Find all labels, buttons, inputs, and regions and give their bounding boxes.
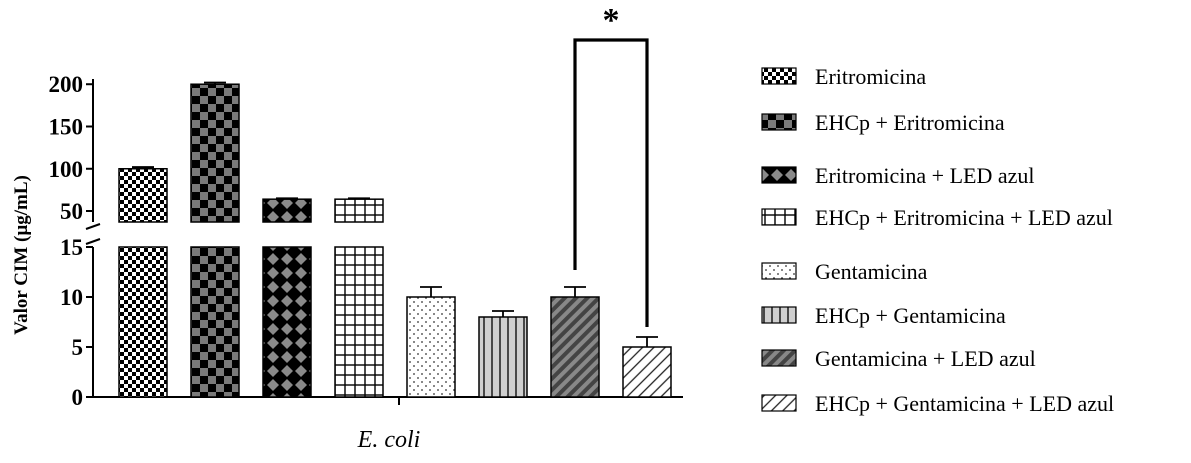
significance-label: * (603, 2, 620, 39)
y-tick-label: 50 (60, 199, 83, 224)
legend-label: EHCp + Gentamicina (815, 303, 1006, 328)
legend-swatch (761, 166, 797, 184)
bar (334, 197, 384, 398)
y-axis-label: Valor CIM (µg/mL) (11, 175, 32, 335)
legend-label: Gentamicina + LED azul (815, 346, 1036, 371)
bar (118, 166, 168, 398)
bar-segment-lower (334, 246, 384, 398)
legend: Eritromicina EHCp + Eritromicina Eritromic… (761, 64, 1114, 416)
legend-swatch (761, 208, 797, 226)
legend-label: EHCp + Eritromicina + LED azul (815, 205, 1113, 230)
legend-item: Gentamicina + LED azul (761, 346, 1036, 371)
axes: 0 5 10 15 50 100 150 200 (49, 72, 683, 410)
bar-segment-lower (262, 246, 312, 398)
legend-swatch (761, 67, 797, 85)
bar-segment-upper (262, 198, 312, 223)
legend-label: Eritromicina + LED azul (815, 163, 1035, 188)
x-axis-label: E. coli (357, 427, 421, 453)
y-tick-label: 15 (60, 235, 83, 260)
bars (118, 81, 672, 398)
legend-item: EHCp + Gentamicina (761, 303, 1006, 328)
bar (478, 310, 528, 398)
legend-swatch (761, 262, 797, 280)
bar (406, 286, 456, 398)
legend-swatch (761, 306, 797, 324)
bar-segment-upper (334, 198, 384, 223)
legend-item: Eritromicina + LED azul (761, 163, 1035, 188)
legend-label: EHCp + Eritromicina (815, 110, 1005, 135)
y-tick-label: 150 (49, 114, 84, 139)
legend-swatch (761, 394, 797, 412)
legend-label: EHCp + Gentamicina + LED azul (815, 391, 1114, 416)
legend-label: Eritromicina (815, 64, 926, 89)
legend-label: Gentamicina (815, 259, 928, 284)
legend-item: EHCp + Eritromicina (761, 110, 1005, 135)
y-tick-label: 10 (60, 285, 83, 310)
significance-line (573, 38, 649, 327)
axis-break-mark (85, 238, 101, 245)
bar-segment-lower (190, 246, 240, 398)
bar-segment (550, 296, 600, 398)
y-tick-label: 100 (49, 157, 84, 182)
bar-segment-lower (118, 246, 168, 398)
y-tick-label: 0 (72, 385, 84, 410)
significance-bracket: * (573, 2, 649, 327)
legend-item: Eritromicina (761, 64, 926, 89)
legend-item: EHCp + Gentamicina + LED azul (761, 391, 1114, 416)
legend-item: Gentamicina (761, 259, 928, 284)
bar (190, 81, 240, 398)
legend-swatch (761, 349, 797, 367)
bar-segment (622, 346, 672, 398)
bar (262, 197, 312, 398)
bar-segment (478, 316, 528, 398)
bar-segment (406, 296, 456, 398)
legend-item: EHCp + Eritromicina + LED azul (761, 205, 1113, 230)
axis-break-mark (85, 223, 101, 230)
bar-segment-upper (118, 168, 168, 223)
bar (622, 336, 672, 398)
legend-swatch (761, 113, 797, 131)
y-tick-label: 5 (72, 335, 84, 360)
bar (550, 286, 600, 398)
y-tick-label: 200 (49, 72, 84, 97)
bar-segment-upper (190, 83, 240, 223)
